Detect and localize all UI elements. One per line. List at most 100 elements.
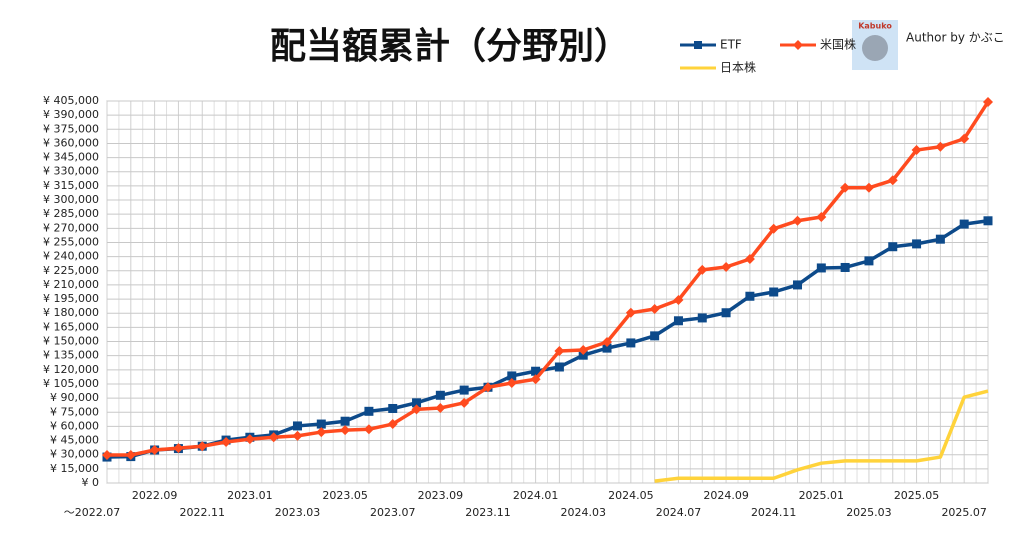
marker [531,366,541,376]
marker [388,403,398,413]
x-tick-label: 2023.05 [322,489,368,502]
marker [364,406,374,416]
x-tick-label: 2023.07 [370,506,416,519]
marker [435,390,445,400]
y-tick-label: ¥ 330,000 [43,165,99,178]
logo: Kabuko [852,20,898,70]
marker [911,145,922,156]
y-tick-label: ¥ 15,000 [50,462,99,475]
x-tick-label: 2024.05 [608,489,654,502]
y-tick-label: ¥ 165,000 [43,320,99,333]
marker [363,424,374,435]
marker [506,378,517,389]
marker [482,382,493,393]
x-tick-label: 2024.09 [703,489,749,502]
y-tick-label: ¥ 375,000 [43,122,99,135]
y-tick-label: ¥ 75,000 [50,405,99,418]
marker [125,449,136,460]
x-tick-label: 2023.09 [418,489,464,502]
y-tick-label: ¥ 300,000 [43,193,99,206]
y-tick-label: ¥ 225,000 [43,264,99,277]
legend-label: 日本株 [720,60,756,75]
marker [935,141,946,152]
y-tick-label: ¥ 270,000 [43,221,99,234]
y-tick-label: ¥ 210,000 [43,278,99,291]
x-tick-label: 2025.07 [941,506,987,519]
marker [840,182,851,193]
marker [435,403,446,414]
marker [221,436,232,447]
marker [721,308,731,318]
x-tick-label: 2025.03 [846,506,892,519]
x-tick-label: 2023.01 [227,489,273,502]
y-tick-label: ¥ 255,000 [43,235,99,248]
y-tick-label: ¥ 0 [82,476,100,489]
y-tick-label: ¥ 315,000 [43,179,99,192]
y-tick-label: ¥ 30,000 [50,448,99,461]
marker [554,345,565,356]
x-tick-label: 2022.11 [179,506,225,519]
marker [387,419,398,430]
y-tick-label: ¥ 120,000 [43,363,99,376]
y-tick-label: ¥ 240,000 [43,250,99,263]
marker [102,449,112,460]
y-tick-label: ¥ 360,000 [43,136,99,149]
marker [554,362,564,372]
marker [673,316,683,326]
marker [864,256,874,266]
y-tick-label: ¥ 285,000 [43,207,99,220]
x-tick-label: 2024.07 [656,506,702,519]
marker [268,432,279,443]
marker [769,287,779,297]
chart-title: 配当額累計（分野別） [270,26,630,67]
marker [530,374,541,385]
marker [244,434,255,445]
x-tick-label: ～2022.07 [64,506,121,519]
marker [459,385,469,395]
marker [292,421,302,431]
marker [888,242,898,252]
logo-cat [862,35,888,61]
marker [863,182,874,193]
x-tick-label: 2025.01 [799,489,845,502]
x-tick-label: 2023.03 [275,506,321,519]
marker [340,425,351,436]
marker [793,280,803,290]
marker [745,291,755,301]
author: Author by かぶこ [906,31,1005,45]
y-tick-label: ¥ 105,000 [43,377,99,390]
marker [411,404,422,415]
marker [673,295,684,306]
marker [602,336,613,347]
marker [912,239,922,249]
x-tick-label: 2022.09 [132,489,178,502]
marker [816,263,826,273]
y-tick-label: ¥ 405,000 [43,94,99,107]
y-tick-label: ¥ 345,000 [43,151,99,164]
x-tick-label: 2024.11 [751,506,797,519]
marker [578,345,589,356]
marker [959,219,969,229]
y-tick-label: ¥ 60,000 [50,419,99,432]
logo-text: Kabuko [858,22,892,31]
marker [625,307,636,318]
marker [316,427,327,438]
marker [959,133,970,144]
marker [697,264,708,275]
marker [507,371,517,381]
marker [697,313,707,323]
marker [935,234,945,244]
marker [983,96,993,107]
marker [649,303,660,314]
marker [626,338,636,348]
y-tick-label: ¥ 45,000 [50,434,99,447]
marker [744,253,755,264]
x-tick-label: 2025.05 [894,489,940,502]
marker [149,444,160,455]
y-tick-label: ¥ 90,000 [50,391,99,404]
marker [792,215,803,226]
marker [887,175,898,186]
y-tick-label: ¥ 135,000 [43,349,99,362]
marker [768,223,779,234]
legend-marker [694,41,702,49]
